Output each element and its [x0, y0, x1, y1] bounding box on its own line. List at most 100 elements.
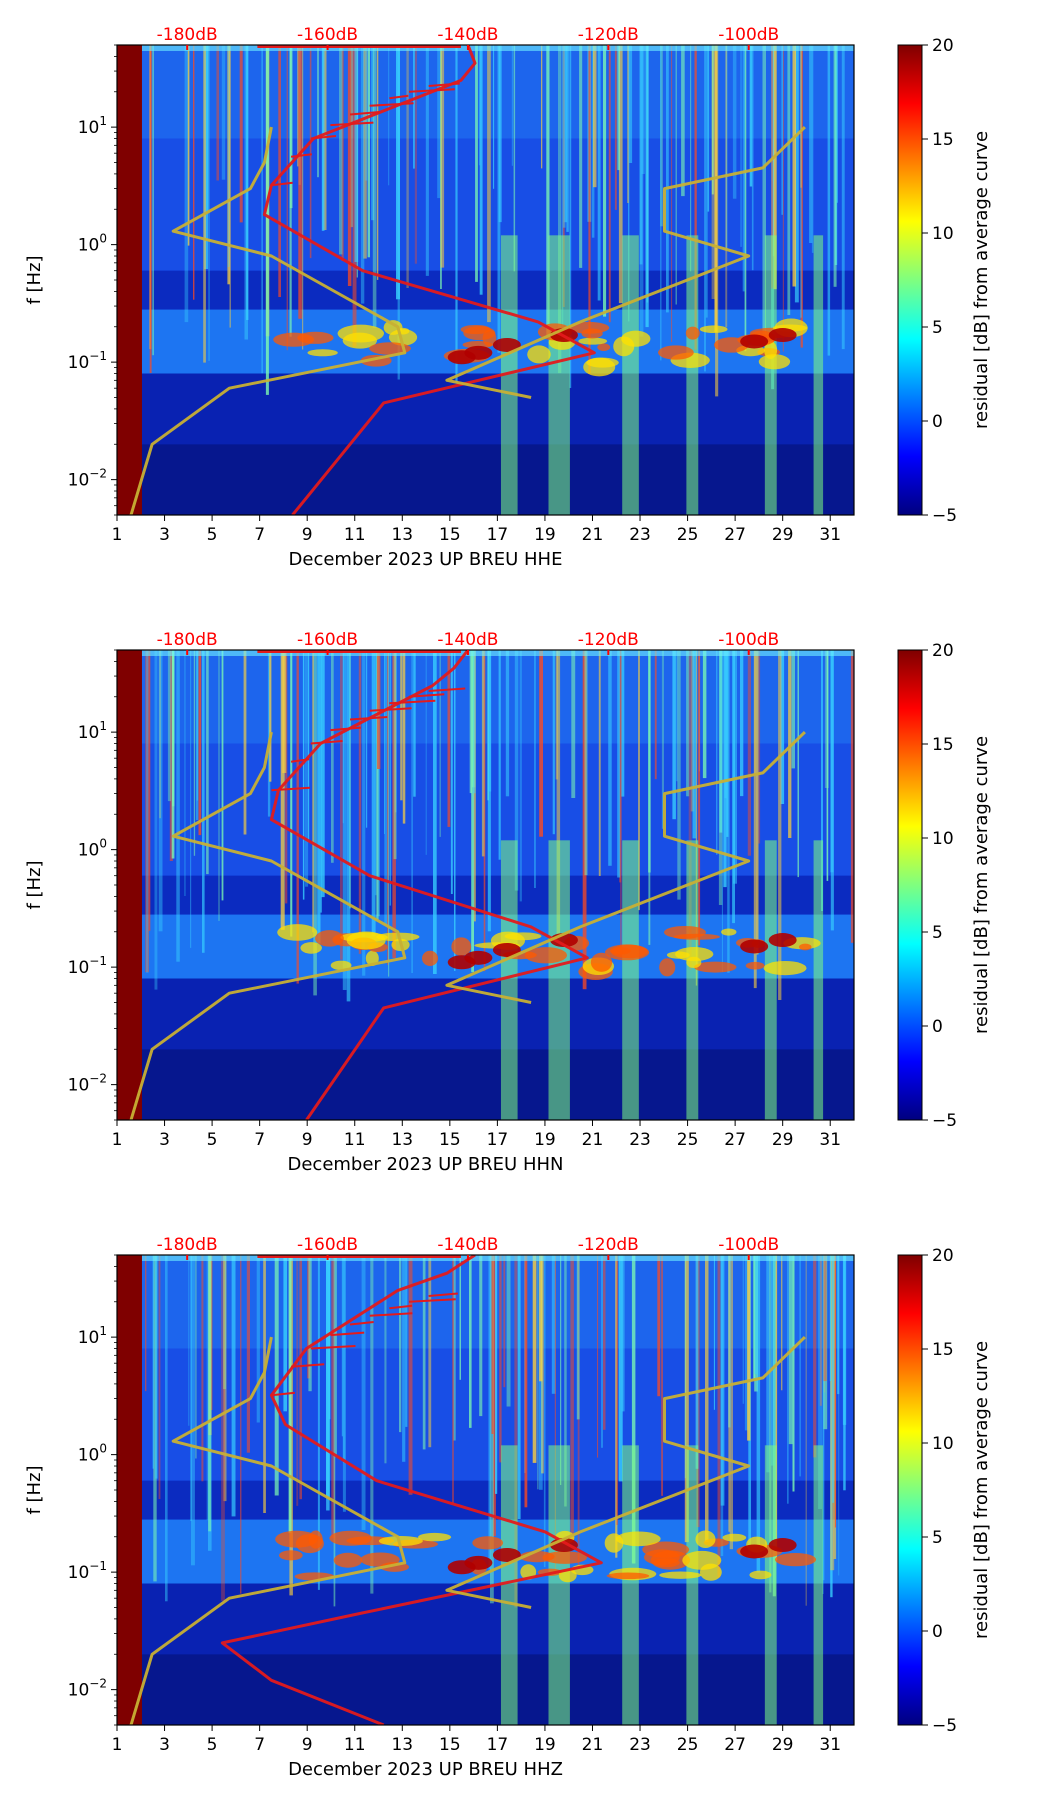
noise-column [548, 840, 570, 1120]
db-label: -100dB [718, 630, 779, 650]
noise-column [622, 1445, 639, 1725]
transient-streak [473, 650, 476, 794]
transient-streak [690, 45, 692, 272]
y-tick-label: 101 [78, 1324, 107, 1348]
microseism-patch [682, 1550, 722, 1570]
transient-streak [756, 650, 759, 955]
transient-streak [317, 650, 321, 944]
spectrogram-image [117, 45, 854, 515]
transient-streak [223, 1255, 226, 1390]
db-label: -140dB [437, 25, 498, 45]
transient-streak [278, 45, 281, 297]
x-tick-label: 23 [629, 1130, 651, 1150]
transient-streak [481, 650, 485, 857]
x-tick-label: 27 [724, 1130, 746, 1150]
microseism-patch [378, 1535, 423, 1546]
high-residual-patch [492, 942, 521, 957]
transient-streak [479, 1255, 483, 1417]
microseism-patch [758, 354, 791, 370]
transient-streak [733, 650, 737, 884]
transient-streak [406, 45, 409, 288]
transient-streak [787, 1255, 789, 1504]
transient-streak [661, 650, 664, 829]
transient-streak [503, 1255, 506, 1388]
transient-streak [618, 45, 623, 304]
transient-streak [169, 650, 173, 861]
transient-streak [155, 1255, 158, 1479]
y-tick-exponent: 0 [99, 1442, 107, 1456]
x-tick-label: 17 [487, 1735, 509, 1755]
microseism-patch [653, 1558, 680, 1568]
nhnm-curve [445, 1336, 806, 1609]
transient-streak [805, 1255, 807, 1606]
transient-streak [717, 1255, 721, 1578]
microseism-patch [578, 337, 608, 345]
noise-column [548, 235, 570, 515]
transient-streak [498, 650, 501, 860]
transient-streak [370, 1255, 374, 1594]
transient-streak [684, 1255, 689, 1543]
transient-streak [770, 1255, 775, 1466]
average-psd-curve [262, 45, 596, 515]
transient-streak [608, 650, 612, 866]
colorbar [897, 1254, 923, 1726]
transient-streak [152, 45, 154, 356]
colorbar-label: residual [dB] from average curve [971, 1341, 992, 1639]
transient-streak [188, 1255, 190, 1426]
microseism-patch [583, 357, 616, 377]
transient-streak [341, 1255, 343, 1437]
transient-streak [570, 1255, 574, 1543]
microseism-patch [330, 960, 352, 971]
transient-streak [246, 1255, 250, 1453]
y-tick-label: 10−2 [68, 467, 107, 491]
transient-streak [201, 1255, 204, 1482]
transient-streak [193, 45, 195, 300]
transient-streak [514, 1255, 518, 1608]
transient-streak [454, 650, 456, 971]
transient-streak [546, 45, 550, 338]
microseism-patch [597, 343, 611, 352]
microseism-patch [745, 961, 765, 970]
transient-streak [556, 650, 561, 944]
transient-streak [452, 1255, 454, 1504]
transient-streak [296, 650, 299, 984]
microseism-patch [699, 325, 728, 334]
colorbar-tick-label: 20 [932, 36, 954, 56]
transient-streak [705, 45, 708, 318]
microseism-patch [333, 1552, 363, 1568]
transient-streak [146, 650, 149, 973]
transient-streak [469, 650, 472, 794]
x-tick-label: 23 [629, 525, 651, 545]
transient-streak [354, 45, 359, 262]
transient-streak [333, 1255, 336, 1607]
transient-streak [184, 650, 186, 896]
microseism-patch [693, 961, 737, 973]
transient-streak [290, 650, 293, 937]
transient-streak [517, 1255, 521, 1519]
x-tick-label: 7 [254, 1130, 265, 1150]
microseism-patch [527, 345, 551, 364]
microseism-patch [279, 1550, 303, 1561]
transient-streak [654, 650, 657, 780]
transient-streak [487, 45, 491, 323]
transient-streak [413, 45, 415, 169]
psd-whisker [271, 1391, 295, 1397]
frequency-band [117, 978, 854, 1050]
transient-streak [684, 1255, 687, 1479]
colorbar-tick-label: 15 [932, 130, 954, 150]
transient-streak [809, 45, 813, 243]
transient-streak [742, 45, 745, 292]
noise-column [500, 840, 518, 1120]
transient-streak [639, 45, 643, 265]
y-tick-exponent: 0 [99, 837, 107, 851]
high-residual-patch [740, 334, 769, 349]
nyquist-strip [117, 1255, 854, 1261]
transient-streak [732, 45, 737, 199]
transient-streak [688, 650, 692, 970]
psd-whisker [428, 82, 460, 87]
transient-streak [811, 45, 814, 253]
x-tick-label: 5 [207, 1735, 218, 1755]
y-tick-label: 100 [78, 837, 107, 861]
transient-streak [716, 650, 718, 855]
